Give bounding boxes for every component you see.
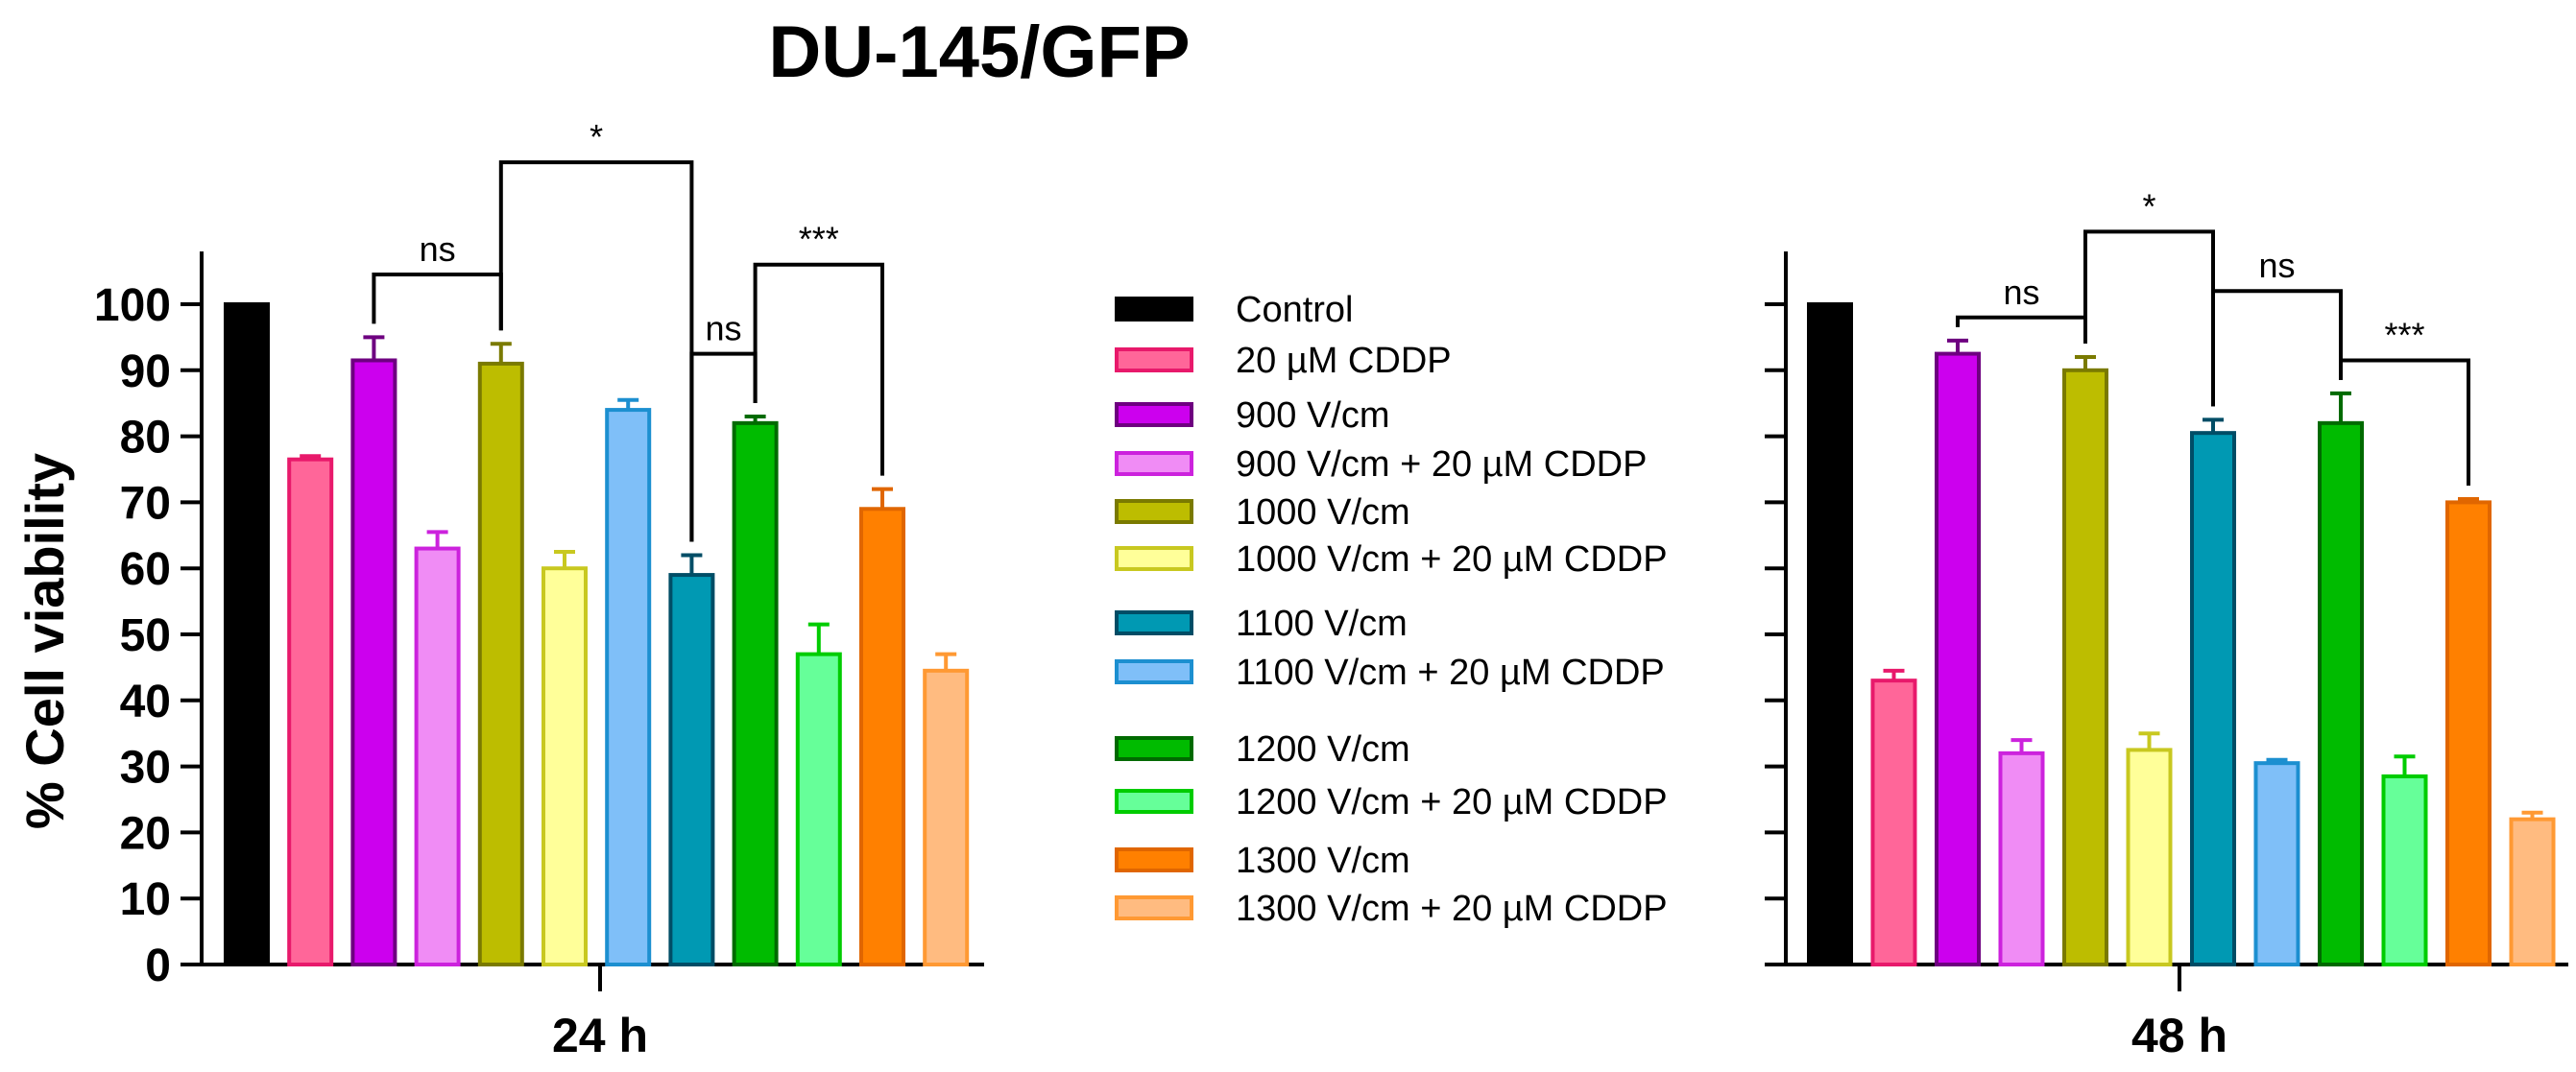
bar-24h-7 — [605, 408, 652, 966]
legend-label: 1100 V/cm — [1236, 604, 1408, 644]
significance-label: *** — [2384, 315, 2424, 354]
legend-swatch — [1115, 347, 1193, 372]
bar-48h-4 — [2062, 368, 2108, 966]
significance-bracket — [753, 262, 884, 476]
bar-24h-6 — [668, 573, 715, 967]
significance-label: *** — [799, 220, 839, 259]
y-tick-label: 30 — [120, 743, 171, 794]
legend-label: 1200 V/cm — [1236, 729, 1410, 770]
legend-swatch — [1115, 659, 1193, 684]
panel-48h: 48 h ns * ns *** — [1765, 186, 2568, 1062]
bar-48h-9 — [2381, 774, 2428, 966]
y-tick-label: 20 — [120, 808, 171, 859]
significance-bracket — [498, 160, 694, 542]
legend-swatch — [1115, 402, 1193, 427]
chart-title: DU-145/GFP — [768, 12, 1190, 93]
y-tick-label: 80 — [120, 413, 171, 464]
legend-swatch — [1115, 546, 1193, 571]
y-tick-label: 70 — [120, 478, 171, 529]
bar-48h-6 — [2190, 431, 2236, 967]
bar-24h-4 — [477, 361, 524, 967]
bar-48h-7 — [2253, 761, 2300, 966]
y-tick-label: 90 — [120, 346, 171, 397]
legend: Control 20 µM CDDP 900 V/cm 900 V/cm + 20 µ… — [1115, 290, 1668, 929]
bar-24h-11 — [923, 668, 970, 967]
bar-48h-11 — [2509, 817, 2556, 967]
legend-label: 20 µM CDDP — [1236, 341, 1452, 381]
legend-label: 1000 V/cm + 20 µM CDDP — [1236, 539, 1668, 580]
bar-48h-2 — [1935, 351, 1981, 967]
legend-swatch — [1115, 789, 1193, 814]
bar-48h-0 — [1807, 302, 1853, 966]
bar-48h-5 — [2126, 748, 2173, 967]
bar-24h-8 — [732, 420, 779, 966]
y-tick-label: 10 — [120, 874, 171, 925]
bar-24h-1 — [287, 457, 334, 966]
bar-48h-8 — [2318, 420, 2364, 966]
y-tick-label: 0 — [145, 941, 171, 991]
legend-swatch — [1115, 451, 1193, 476]
legend-swatch — [1115, 895, 1193, 920]
significance-label: ns — [2258, 246, 2295, 285]
y-tick-label: 100 — [94, 280, 171, 331]
bar-48h-1 — [1870, 679, 1917, 966]
legend-swatch — [1115, 499, 1193, 524]
bar-24h-9 — [795, 652, 842, 966]
y-tick-label: 50 — [120, 610, 171, 661]
legend-swatch — [1115, 736, 1193, 761]
legend-label: 1300 V/cm + 20 µM CDDP — [1236, 889, 1668, 929]
significance-label: ns — [420, 229, 456, 269]
y-tick-label: 40 — [120, 677, 171, 727]
bar-48h-3 — [1998, 750, 2045, 967]
legend-label: 1100 V/cm + 20 µM CDDP — [1236, 653, 1665, 693]
bar-24h-3 — [414, 546, 461, 966]
legend-label: 1200 V/cm + 20 µM CDDP — [1236, 782, 1668, 822]
x-axis-label: 48 h — [2131, 1009, 2227, 1062]
significance-bracket — [372, 273, 503, 331]
legend-label: 1000 V/cm — [1236, 492, 1410, 533]
legend-label: 1300 V/cm — [1236, 841, 1410, 881]
legend-label: Control — [1236, 290, 1354, 330]
significance-label: * — [590, 117, 603, 156]
legend-swatch — [1115, 610, 1193, 635]
bar-24h-5 — [542, 566, 588, 966]
significance-bracket — [2339, 358, 2470, 486]
panel-24h: 0 10 20 30 40 50 60 70 80 90 100 24 h ns * ns *** — [94, 117, 984, 1062]
legend-label: 900 V/cm — [1236, 395, 1390, 436]
significance-bracket — [2211, 289, 2343, 407]
x-axis-label: 24 h — [552, 1009, 648, 1062]
significance-label: ns — [705, 309, 741, 348]
significance-label: ns — [2003, 273, 2039, 312]
significance-label: * — [2142, 186, 2155, 226]
bar-24h-2 — [350, 358, 397, 967]
y-axis-label: % Cell viability — [14, 453, 75, 829]
bar-24h-0 — [224, 302, 270, 966]
bar-24h-10 — [859, 507, 905, 967]
legend-swatch — [1115, 847, 1193, 872]
significance-bracket — [1956, 315, 2087, 345]
legend-label: 900 V/cm + 20 µM CDDP — [1236, 444, 1647, 485]
y-tick-label: 60 — [120, 544, 171, 595]
legend-swatch — [1115, 297, 1193, 322]
bar-48h-10 — [2445, 500, 2492, 967]
